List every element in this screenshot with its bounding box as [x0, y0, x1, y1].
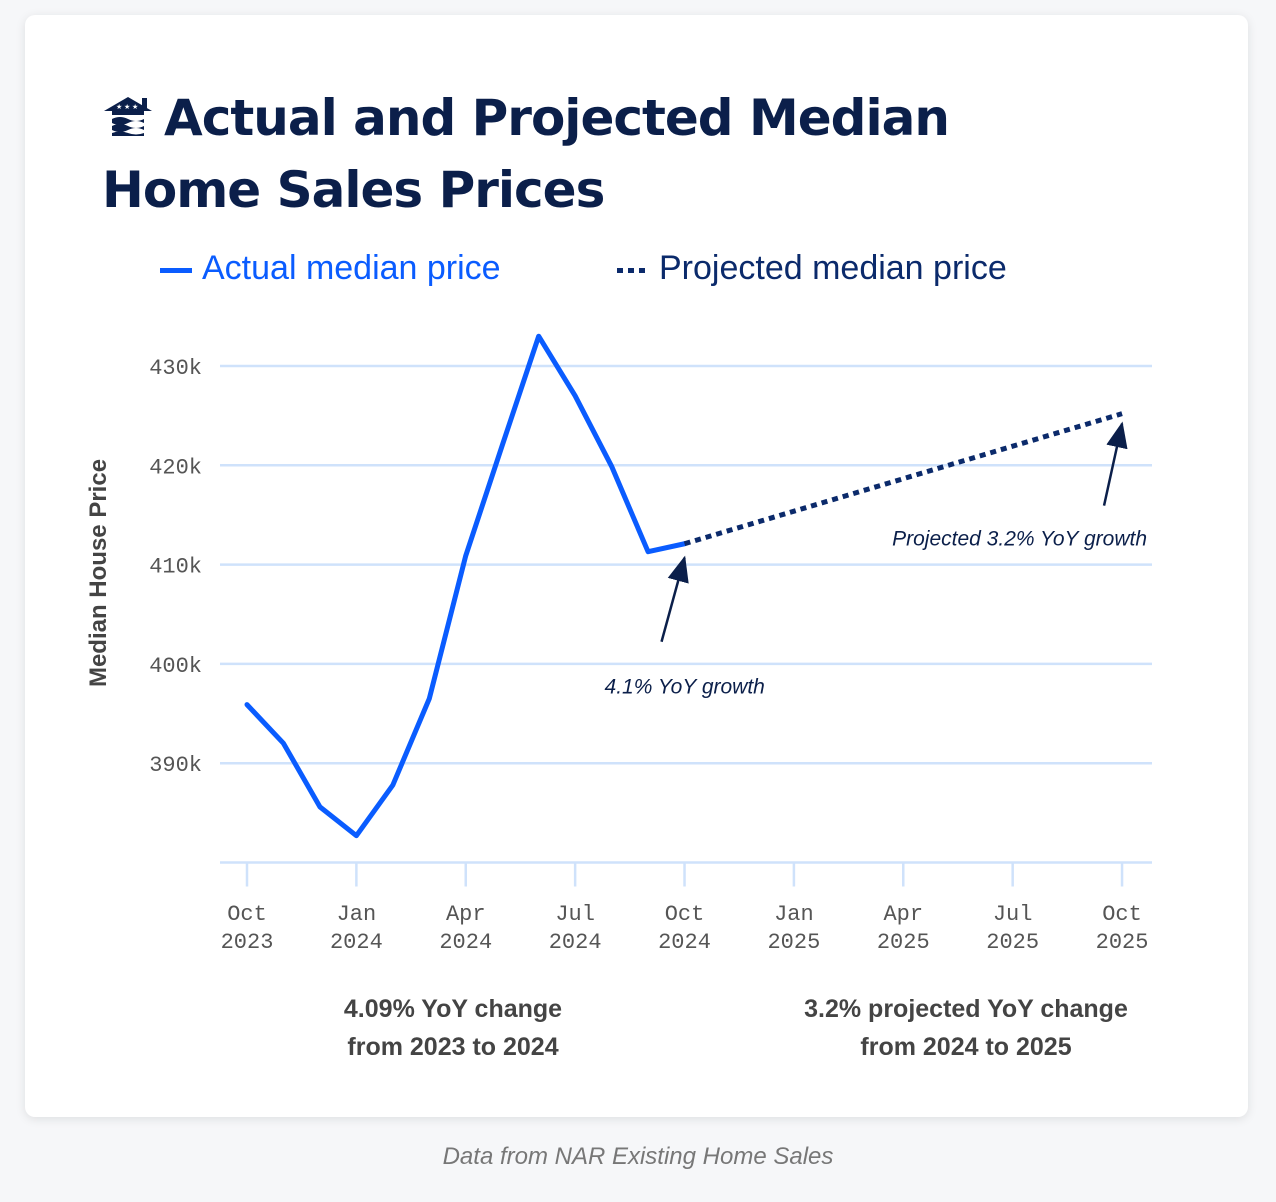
summary-projected: 3.2% projected YoY change from 2024 to 20… [786, 990, 1146, 1066]
x-tick-label: 2025 [877, 930, 930, 955]
x-tick-label: Jan [337, 902, 377, 927]
legend-dotted-line-swatch [617, 267, 649, 273]
summary-projected-line2: from 2024 to 2025 [860, 1033, 1072, 1061]
svg-text:★: ★ [116, 103, 122, 111]
legend-solid-line-swatch [160, 267, 192, 273]
x-tick-label: Jul [555, 902, 595, 927]
projected-price-line [683, 411, 1123, 547]
summary-actual-line1: 4.09% YoY change [343, 995, 563, 1023]
x-tick-label: 2024 [439, 930, 492, 955]
annotation-arrow [660, 555, 689, 643]
y-axis-title: Median House Price [85, 459, 112, 687]
legend-item-actual: Actual median price [160, 248, 501, 288]
source-caption: Data from NAR Existing Home Sales [442, 1143, 834, 1170]
y-tick-label: 410k [149, 555, 202, 580]
x-tick-label: Apr [446, 902, 486, 927]
x-tick-label: Oct [227, 902, 267, 927]
house-logo-icon: ★ ★ ★ [104, 97, 152, 136]
annotation-label: 4.1% YoY growth [605, 676, 765, 699]
y-tick-label: 390k [149, 753, 202, 778]
annotation-label: Projected 3.2% YoY growth [892, 528, 1147, 551]
summary-actual-line2: from 2023 to 2024 [347, 1033, 559, 1061]
x-tick-label: Jan [774, 902, 814, 927]
chart-title: ★ ★ ★ Actual and Projected Median Home Sale… [102, 82, 1102, 226]
chart-card [25, 15, 1248, 1117]
legend-label-projected: Projected median price [659, 249, 1007, 287]
x-tick-label: 2023 [221, 930, 274, 955]
y-tick-label: 430k [149, 356, 202, 381]
x-tick-label: 2024 [549, 930, 602, 955]
x-tick-label: Apr [883, 902, 923, 927]
x-tick-label: 2025 [767, 930, 820, 955]
x-tick-label: Oct [1102, 902, 1142, 927]
x-tick-label: Oct [665, 902, 705, 927]
annotation-arrow [1102, 421, 1128, 506]
x-tick-label: Jul [993, 902, 1033, 927]
x-tick-label: 2024 [658, 930, 711, 955]
legend-label-actual: Actual median price [202, 249, 501, 287]
chart-title-text: Actual and Projected Median Home Sales P… [102, 89, 950, 219]
x-tick-label: 2024 [330, 930, 383, 955]
actual-price-line [244, 333, 688, 839]
summary-actual: 4.09% YoY change from 2023 to 2024 [273, 990, 633, 1066]
y-tick-label: 420k [149, 455, 202, 480]
legend-item-projected: Projected median price [617, 248, 1007, 288]
x-tick-label: 2025 [1096, 930, 1149, 955]
svg-text:★: ★ [124, 103, 130, 111]
svg-text:★: ★ [132, 103, 138, 111]
y-tick-label: 400k [149, 654, 202, 679]
summary-projected-line1: 3.2% projected YoY change [804, 995, 1128, 1023]
x-tick-label: 2025 [986, 930, 1039, 955]
